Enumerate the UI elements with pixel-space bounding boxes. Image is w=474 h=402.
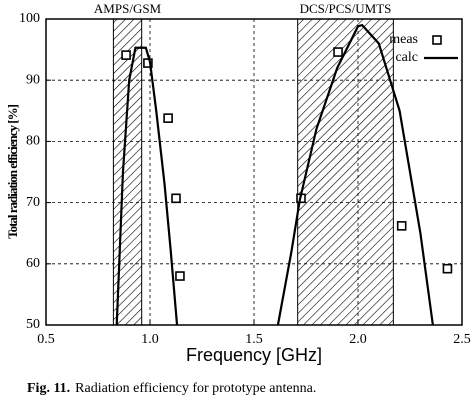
meas-point: [333, 47, 343, 57]
x-axis-label: Frequency [GHz]: [186, 345, 322, 365]
band-label: DCS/PCS/UMTS: [300, 1, 392, 16]
y-tick-label: 50: [26, 317, 40, 332]
meas-point: [171, 193, 181, 204]
meas-point: [163, 113, 173, 123]
caption: Fig. 11. Radiation efficiency for prototy…: [27, 381, 316, 396]
y-tick-label: 80: [26, 134, 40, 149]
y-tick-label: 60: [26, 256, 40, 271]
caption-label: Fig. 11.: [27, 381, 70, 396]
legend-label: meas: [389, 32, 418, 47]
y-axis-label: Total radiation efficiency [%]: [5, 104, 20, 238]
x-tick-label: 1.5: [245, 332, 263, 347]
y-tick-label: 90: [26, 72, 40, 87]
meas-point: [442, 263, 453, 274]
meas-point: [121, 50, 131, 60]
x-tick-label: 2.0: [349, 332, 367, 347]
y-tick-label: 100: [19, 11, 40, 26]
legend-label: calc: [395, 50, 418, 65]
x-tick-label: 0.5: [37, 332, 55, 347]
caption-text: Radiation efficiency for prototype anten…: [75, 381, 316, 396]
x-tick-label: 2.5: [453, 332, 471, 347]
legend-marker: [432, 35, 442, 45]
y-tick-label: 70: [26, 195, 40, 210]
band-label: AMPS/GSM: [94, 1, 162, 16]
meas-point: [396, 221, 407, 231]
meas-point: [143, 58, 153, 68]
calc-line: [115, 23, 434, 326]
x-tick-label: 1.0: [141, 332, 159, 347]
band: [297, 18, 394, 326]
plot-frame: [45, 18, 463, 326]
meas-point: [175, 271, 185, 281]
